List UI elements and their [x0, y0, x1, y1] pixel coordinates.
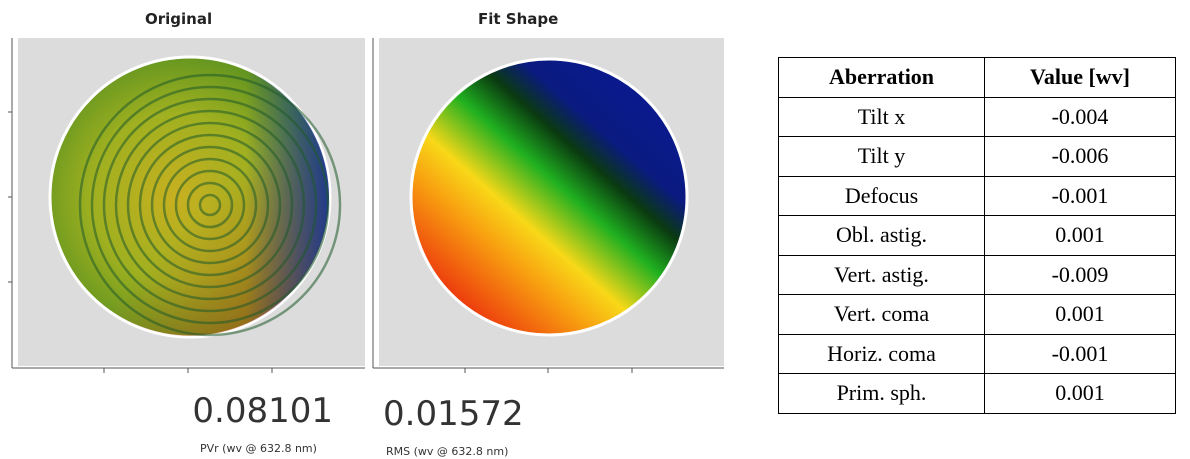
panel-title: Original — [145, 10, 212, 28]
table-cell: Tilt y — [779, 137, 985, 177]
table-cell: Defocus — [779, 176, 985, 216]
table-row: Tilt x-0.004 — [779, 97, 1176, 137]
page: Original 0.08101 PVr (wv @ 632.8 nm) Fit… — [0, 0, 1190, 459]
table-row: Defocus-0.001 — [779, 176, 1176, 216]
table-cell: 0.001 — [985, 216, 1176, 256]
table-cell: 0.001 — [985, 374, 1176, 414]
table-cell: -0.001 — [985, 176, 1176, 216]
table-cell: Obl. astig. — [779, 216, 985, 256]
metric-caption: RMS (wv @ 632.8 nm) — [386, 445, 508, 458]
table-cell: Vert. coma — [779, 295, 985, 335]
header-cell: Aberration — [779, 58, 985, 98]
table-row: Tilt y-0.006 — [779, 137, 1176, 177]
table-cell: Horiz. coma — [779, 334, 985, 374]
table-cell: -0.009 — [985, 255, 1176, 295]
table-row: Vert. astig.-0.009 — [779, 255, 1176, 295]
table-row: Prim. sph.0.001 — [779, 374, 1176, 414]
table-cell: -0.004 — [985, 97, 1176, 137]
table-row: Obl. astig.0.001 — [779, 216, 1176, 256]
panel-title: Fit Shape — [478, 10, 558, 28]
figure: Original 0.08101 PVr (wv @ 632.8 nm) Fit… — [0, 0, 760, 459]
header-cell: Value [wv] — [985, 58, 1176, 98]
table-cell: Prim. sph. — [779, 374, 985, 414]
table-row: Horiz. coma-0.001 — [779, 334, 1176, 374]
table-cell: Tilt x — [779, 97, 985, 137]
ticks — [465, 368, 632, 373]
phase-map-fit — [411, 59, 687, 335]
metric-value: 0.08101 — [192, 391, 333, 431]
metric-value: 0.01572 — [383, 394, 524, 434]
table-cell: -0.001 — [985, 334, 1176, 374]
table-cell: 0.001 — [985, 295, 1176, 335]
metric-caption: PVr (wv @ 632.8 nm) — [200, 442, 317, 455]
table-cell: Vert. astig. — [779, 255, 985, 295]
table-cell: -0.006 — [985, 137, 1176, 177]
